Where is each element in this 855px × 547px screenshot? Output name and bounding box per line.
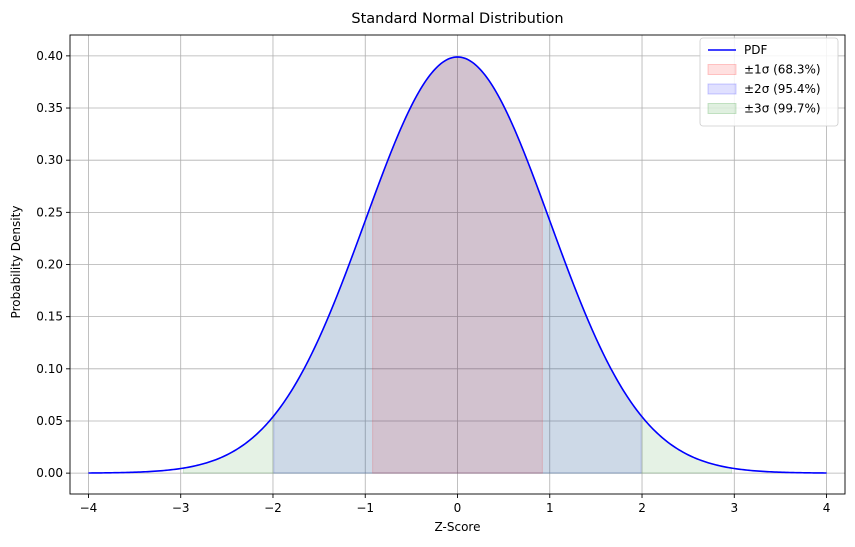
- pdf-curve-layer: [88, 56, 827, 474]
- y-tick-label: 0.00: [36, 466, 63, 480]
- legend-patch-swatch: [707, 64, 737, 75]
- x-tick-label: 3: [730, 501, 738, 515]
- legend: PDF ±1σ (68.3%) ±2σ (95.4%) ±3σ (99.7%): [699, 37, 839, 127]
- y-tick-label: 0.30: [36, 153, 63, 167]
- y-tick-label: 0.05: [36, 414, 63, 428]
- x-axis-label: Z-Score: [435, 520, 481, 534]
- x-tick-label: 1: [546, 501, 554, 515]
- chart-title: Standard Normal Distribution: [351, 11, 563, 27]
- legend-patch-swatch: [707, 83, 737, 95]
- x-tick-label: −2: [264, 501, 282, 515]
- legend-label: ±2σ (95.4%): [744, 82, 821, 96]
- y-tick-label: 0.20: [36, 258, 63, 272]
- x-tick-label: −3: [172, 501, 190, 515]
- x-tick-label: −1: [356, 501, 374, 515]
- legend-box: [699, 37, 839, 127]
- legend-patch-swatch: [707, 103, 737, 114]
- y-tick-label: 0.25: [36, 205, 63, 219]
- pdf-curve: [88, 56, 827, 474]
- x-axis-ticks: −4 −3 −2 −1 0 1 2 3 4: [80, 494, 831, 515]
- x-tick-label: 4: [823, 501, 831, 515]
- y-axis-label: Probability Density: [9, 206, 23, 319]
- x-tick-label: 0: [454, 501, 462, 515]
- y-tick-label: 0.10: [36, 362, 63, 376]
- x-tick-label: 2: [638, 501, 646, 515]
- legend-label: PDF: [744, 43, 767, 57]
- y-tick-label: 0.15: [36, 310, 63, 324]
- legend-label: ±1σ (68.3%): [744, 63, 821, 77]
- y-tick-label: 0.40: [36, 49, 63, 63]
- y-tick-label: 0.35: [36, 101, 63, 115]
- x-tick-label: −4: [80, 501, 98, 515]
- shaded-regions: [182, 56, 733, 474]
- legend-label: ±3σ (99.7%): [744, 102, 821, 116]
- y-axis-ticks: 0.00 0.05 0.10 0.15 0.20 0.25 0.30 0.35 0.40: [36, 49, 70, 480]
